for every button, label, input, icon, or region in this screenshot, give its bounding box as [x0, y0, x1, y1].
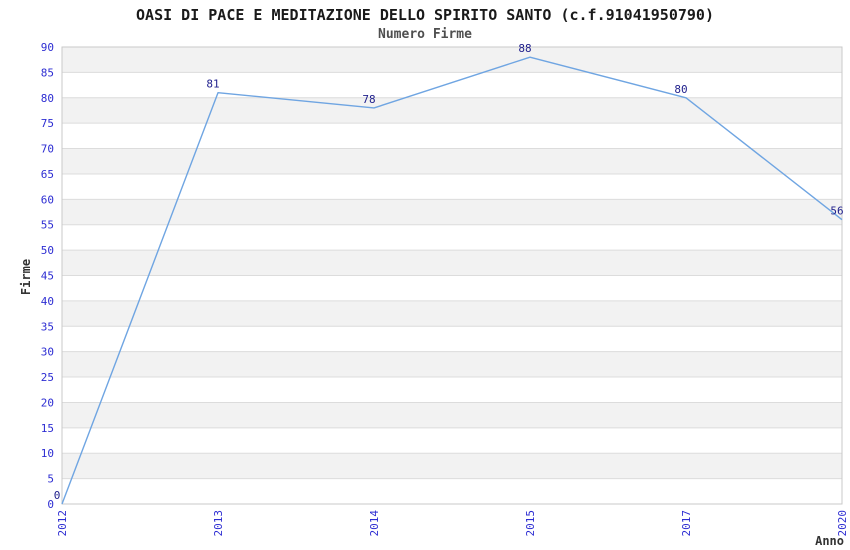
y-tick-label: 50 [41, 244, 54, 257]
y-tick-label: 40 [41, 295, 54, 308]
x-tick-label: 2020 [836, 510, 849, 537]
x-tick-label: 2015 [524, 510, 537, 537]
plot-band [62, 148, 842, 174]
plot-band [62, 351, 842, 378]
y-tick-label: 5 [47, 473, 54, 486]
y-tick-label: 10 [41, 447, 54, 460]
x-axis-label: Anno [815, 534, 844, 548]
plot-band [62, 402, 842, 428]
data-point-label: 80 [674, 83, 687, 96]
data-point-label: 56 [830, 205, 843, 218]
data-point-label: 88 [518, 42, 531, 55]
x-tick-label: 2012 [56, 510, 69, 537]
y-tick-label: 45 [41, 270, 54, 283]
plot-band [62, 97, 842, 124]
y-tick-label: 55 [41, 219, 54, 232]
plot-band [62, 453, 842, 479]
data-point-label: 0 [54, 489, 61, 502]
x-tick-label: 2017 [680, 510, 693, 537]
data-point-label: 78 [362, 93, 375, 106]
plot-band [62, 47, 842, 73]
y-tick-label: 60 [41, 193, 54, 206]
y-tick-label: 0 [47, 498, 54, 511]
y-tick-label: 90 [41, 41, 54, 54]
chart-subtitle: Numero Firme [378, 27, 472, 42]
plot-frame [61, 46, 843, 505]
y-tick-label: 25 [41, 371, 54, 384]
y-tick-label: 85 [41, 66, 54, 79]
y-tick-label: 35 [41, 320, 54, 333]
plot-band [62, 199, 842, 225]
y-tick-label: 30 [41, 346, 54, 359]
y-tick-label: 70 [41, 143, 54, 156]
x-tick-label: 2014 [368, 510, 381, 537]
x-tick-label: 2013 [212, 510, 225, 537]
data-line [61, 56, 843, 505]
y-tick-label: 80 [41, 92, 54, 105]
plot-band [62, 300, 842, 327]
y-tick-label: 20 [41, 396, 54, 409]
y-tick-label: 15 [41, 422, 54, 435]
y-tick-label: 65 [41, 168, 54, 181]
y-tick-label: 75 [41, 117, 54, 130]
chart-title: OASI DI PACE E MEDITAZIONE DELLO SPIRITO… [136, 6, 714, 24]
plot-band [62, 250, 842, 276]
data-point-label: 81 [206, 78, 219, 91]
